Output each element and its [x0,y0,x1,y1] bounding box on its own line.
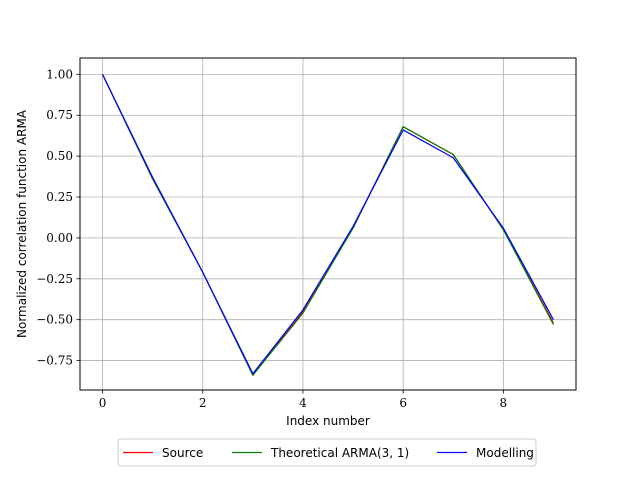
legend-label-theoretical-arma-3-1: Theoretical ARMA(3, 1) [270,446,409,460]
x-axis-ticks: 0 2 4 6 8 [99,390,507,410]
legend-label-modelling: Modelling [476,446,534,460]
x-tick-label: 4 [299,396,307,410]
plot-frame [79,57,577,391]
y-axis-ticks: −0.75 −0.50 −0.25 0.00 0.25 0.50 0.75 1.00 [36,67,80,368]
series-lines [102,74,554,376]
y-tick-label: 1.00 [46,67,73,81]
legend-box [117,438,537,467]
y-axis-label: Normalized correlation function ARMA [15,109,29,338]
x-tick-label: 6 [399,396,407,410]
y-tick-label: 0.50 [46,149,73,163]
y-tick-label: −0.75 [36,354,73,368]
grid [80,58,576,390]
y-tick-label: −0.25 [36,272,73,286]
legend-label-source: Source [162,446,203,460]
y-tick-label: 0.25 [46,190,73,204]
legend: Source Theoretical ARMA(3, 1) Modelling [117,438,537,467]
x-tick-label: 0 [99,396,107,410]
series-line-modelling [102,74,554,375]
x-tick-label: 8 [500,396,508,410]
y-tick-label: 0.75 [46,108,73,122]
y-tick-label: −0.50 [36,313,73,327]
y-tick-label: 0.00 [46,231,73,245]
x-tick-label: 2 [199,396,207,410]
x-axis-label: Index number [286,414,370,428]
